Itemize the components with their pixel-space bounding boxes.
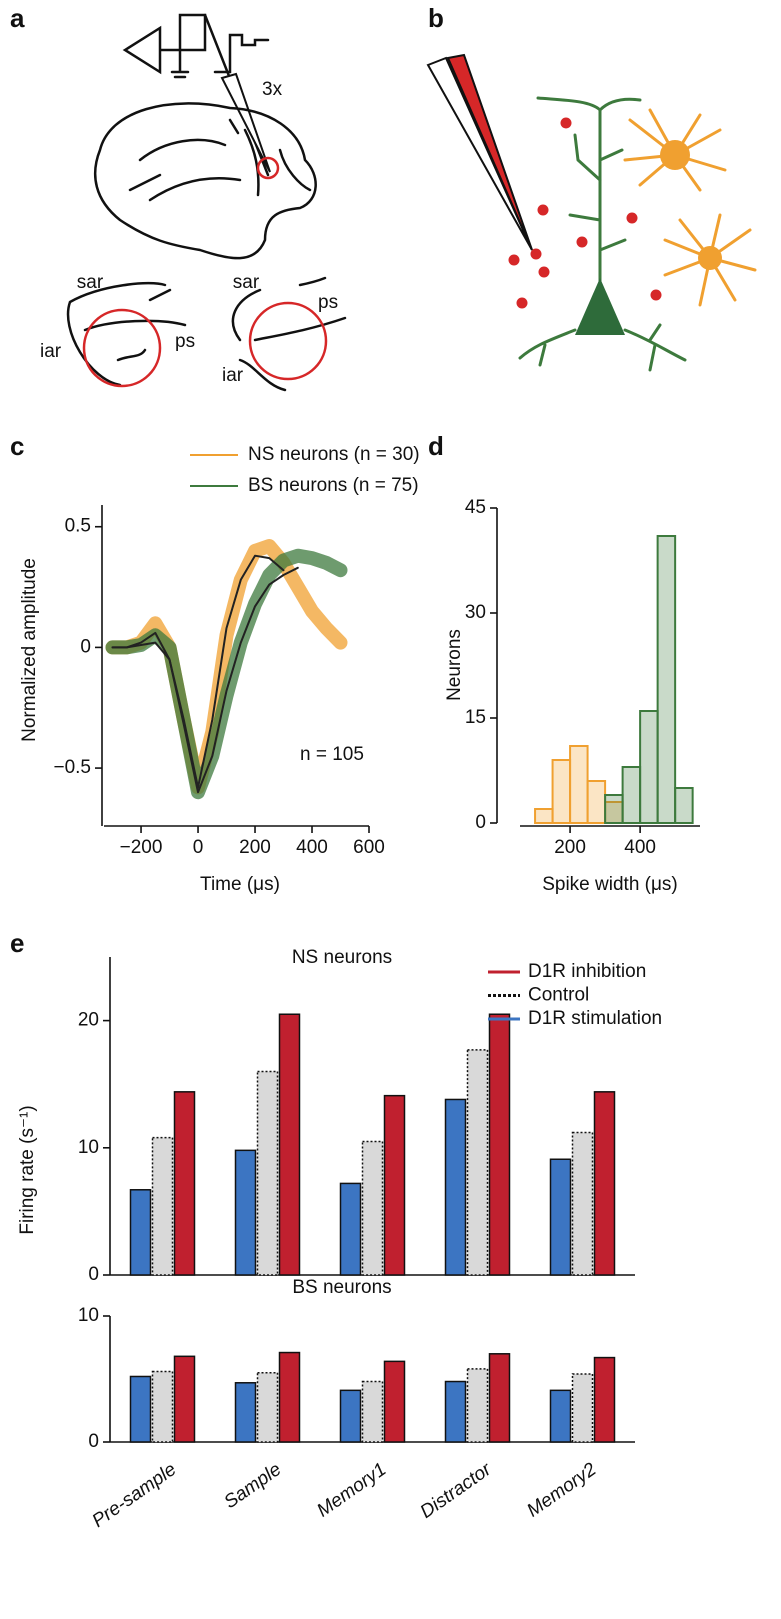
bar	[151, 1136, 174, 1276]
bar	[278, 1351, 301, 1443]
panel-label: e	[10, 928, 24, 958]
y-tick-label: 0	[475, 812, 486, 833]
panel-label: b	[428, 3, 444, 33]
histogram-bar	[639, 710, 659, 824]
bar	[549, 1158, 572, 1276]
x-tick-label: Pre-sample	[89, 1459, 181, 1532]
histogram-bar	[551, 759, 572, 824]
bar	[173, 1091, 196, 1276]
histogram-bar	[604, 794, 624, 824]
x-tick-label: 0	[193, 837, 204, 858]
bar	[361, 1140, 384, 1276]
diagram-b	[426, 53, 757, 372]
diagram-text: iar	[40, 341, 62, 362]
diagram-text: sar	[233, 272, 260, 293]
legend-label: D1R stimulation	[528, 1008, 662, 1029]
bar	[256, 1070, 279, 1276]
panel-label: d	[428, 431, 444, 461]
x-tick-label: −200	[120, 837, 163, 858]
bar	[383, 1094, 406, 1276]
x-tick-label: 400	[624, 837, 656, 858]
y-tick-label: 0	[88, 1431, 99, 1452]
x-tick-label: Memory2	[523, 1459, 600, 1522]
bar	[593, 1356, 616, 1443]
y-tick-label: 15	[465, 707, 486, 728]
bar	[234, 1149, 257, 1276]
bar	[488, 1013, 511, 1276]
histogram-bar	[586, 780, 607, 824]
histogram-bar	[621, 766, 642, 824]
diagram-text: sar	[77, 272, 104, 293]
bar	[278, 1013, 301, 1276]
bar	[571, 1131, 594, 1276]
bar	[234, 1382, 257, 1443]
x-axis-label: Time (μs)	[200, 874, 280, 895]
y-axis-label: Normalized amplitude	[19, 558, 40, 742]
histogram-bar	[534, 808, 554, 824]
y-tick-label: 20	[78, 1010, 99, 1031]
diagram-a: 3x sar ps iar sar ps iar	[40, 13, 347, 392]
x-tick-label: Memory1	[313, 1459, 390, 1522]
diagram-text: iar	[222, 365, 244, 386]
bar	[444, 1098, 467, 1276]
bar	[593, 1091, 616, 1276]
y-tick-label: 0	[80, 636, 91, 657]
y-tick-label: 10	[78, 1137, 99, 1158]
y-axis-label: Neurons	[444, 629, 465, 701]
x-tick-label: 600	[353, 837, 385, 858]
legend-label: D1R inhibition	[528, 961, 646, 982]
annotation: n = 105	[300, 744, 364, 765]
diagram-text: ps	[318, 292, 338, 313]
series-line	[105, 539, 348, 795]
panel-label: a	[10, 3, 25, 33]
legend-label: BS neurons (n = 75)	[248, 475, 419, 496]
chart-title: NS neurons	[292, 947, 392, 968]
bar	[129, 1189, 152, 1276]
bar	[466, 1049, 489, 1276]
histogram-bar	[674, 787, 694, 824]
legend-label: NS neurons (n = 30)	[248, 444, 420, 465]
bar	[339, 1182, 362, 1276]
bar	[549, 1389, 572, 1443]
histogram-bar	[569, 745, 589, 824]
legend-label: Control	[528, 985, 589, 1006]
bar	[173, 1355, 196, 1443]
x-axis-label: Spike width (μs)	[542, 874, 678, 895]
diagram-text: 3x	[262, 79, 283, 100]
bar	[383, 1360, 406, 1443]
bar	[444, 1380, 467, 1443]
x-tick-label: 200	[239, 837, 271, 858]
bar	[361, 1380, 384, 1443]
y-tick-label: 0	[88, 1264, 99, 1285]
y-tick-label: −0.5	[53, 757, 91, 778]
histogram-bar	[656, 535, 677, 824]
chart-title: BS neurons	[292, 1277, 391, 1298]
bar	[151, 1370, 174, 1443]
x-tick-label: Distractor	[417, 1459, 496, 1523]
diagram-text: ps	[175, 331, 195, 352]
x-tick-label: 200	[554, 837, 586, 858]
bar	[129, 1375, 152, 1443]
bar	[488, 1353, 511, 1443]
series-line	[105, 548, 348, 800]
bar	[339, 1389, 362, 1443]
bar	[256, 1371, 279, 1443]
series-line	[111, 566, 299, 794]
y-axis-label: Firing rate (s⁻¹)	[17, 1105, 38, 1234]
y-tick-label: 45	[465, 497, 486, 518]
y-tick-label: 0.5	[65, 516, 91, 537]
bar	[571, 1373, 594, 1443]
y-tick-label: 10	[78, 1305, 99, 1326]
bar	[466, 1368, 489, 1443]
panel-label: c	[10, 431, 24, 461]
x-tick-label: 400	[296, 837, 328, 858]
x-tick-label: Sample	[220, 1459, 285, 1513]
y-tick-label: 30	[465, 602, 486, 623]
